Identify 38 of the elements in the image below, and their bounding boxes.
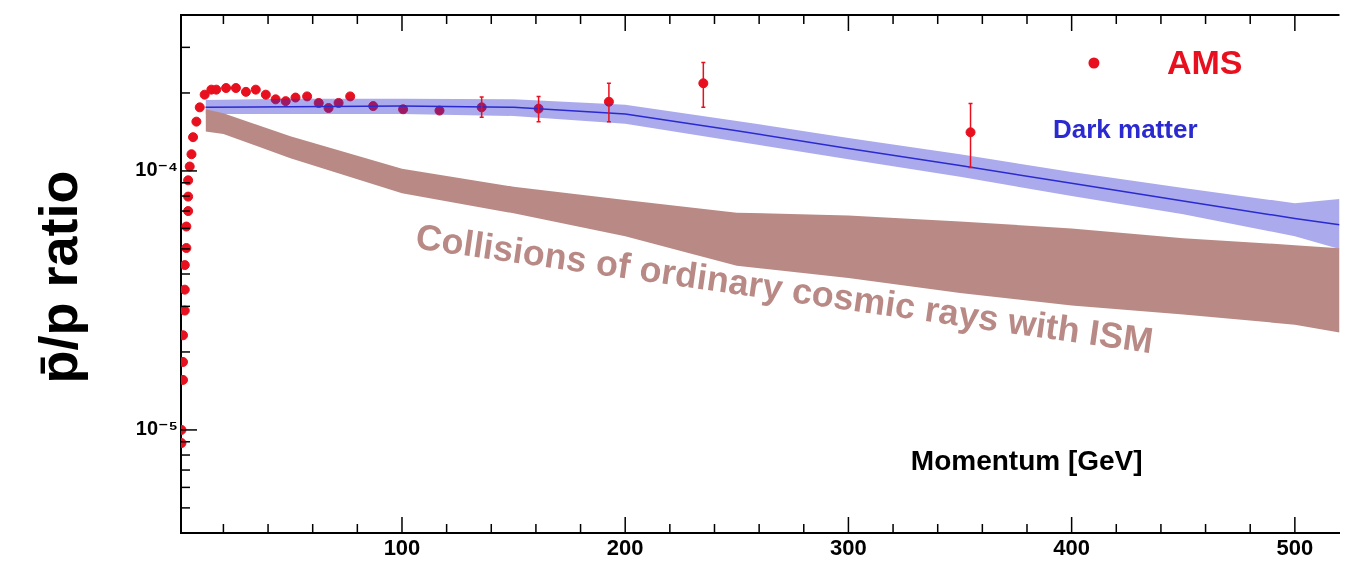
point [302, 91, 313, 102]
point [199, 89, 210, 100]
x-axis-title: Momentum [GeV] [910, 444, 1143, 476]
point [280, 96, 291, 107]
y-tick-label: 10⁻⁵ [135, 417, 178, 440]
point [260, 89, 271, 100]
y-axis-title: p̄/p ratio [27, 170, 88, 384]
point [434, 105, 445, 116]
point [250, 84, 261, 95]
x-tick-label: 300 [830, 535, 867, 561]
point [965, 127, 976, 138]
legend-label: Collisions of ordinary cosmic rays with ISM [413, 215, 1156, 362]
x-tick-label: 100 [383, 535, 421, 561]
x-tick-label: 200 [606, 535, 644, 561]
point [333, 97, 344, 108]
point [186, 149, 197, 160]
point [240, 86, 251, 97]
x-tick-label: 500 [1276, 535, 1314, 561]
point [345, 91, 356, 102]
point [184, 161, 195, 172]
point [188, 132, 199, 143]
point [181, 221, 192, 232]
point [698, 78, 709, 89]
legend-label: AMS [1166, 43, 1243, 82]
series-label: Dark matter [1052, 114, 1198, 145]
point [181, 284, 190, 295]
x-tick-label: 400 [1053, 535, 1090, 561]
point [230, 83, 241, 94]
point [181, 260, 190, 271]
point [221, 83, 232, 94]
point [290, 92, 301, 103]
point [270, 94, 281, 105]
point [191, 116, 202, 127]
point [183, 175, 194, 186]
point [194, 102, 205, 113]
y-tick-label: 10⁻⁴ [135, 158, 178, 181]
point [181, 305, 190, 316]
point [313, 97, 324, 108]
